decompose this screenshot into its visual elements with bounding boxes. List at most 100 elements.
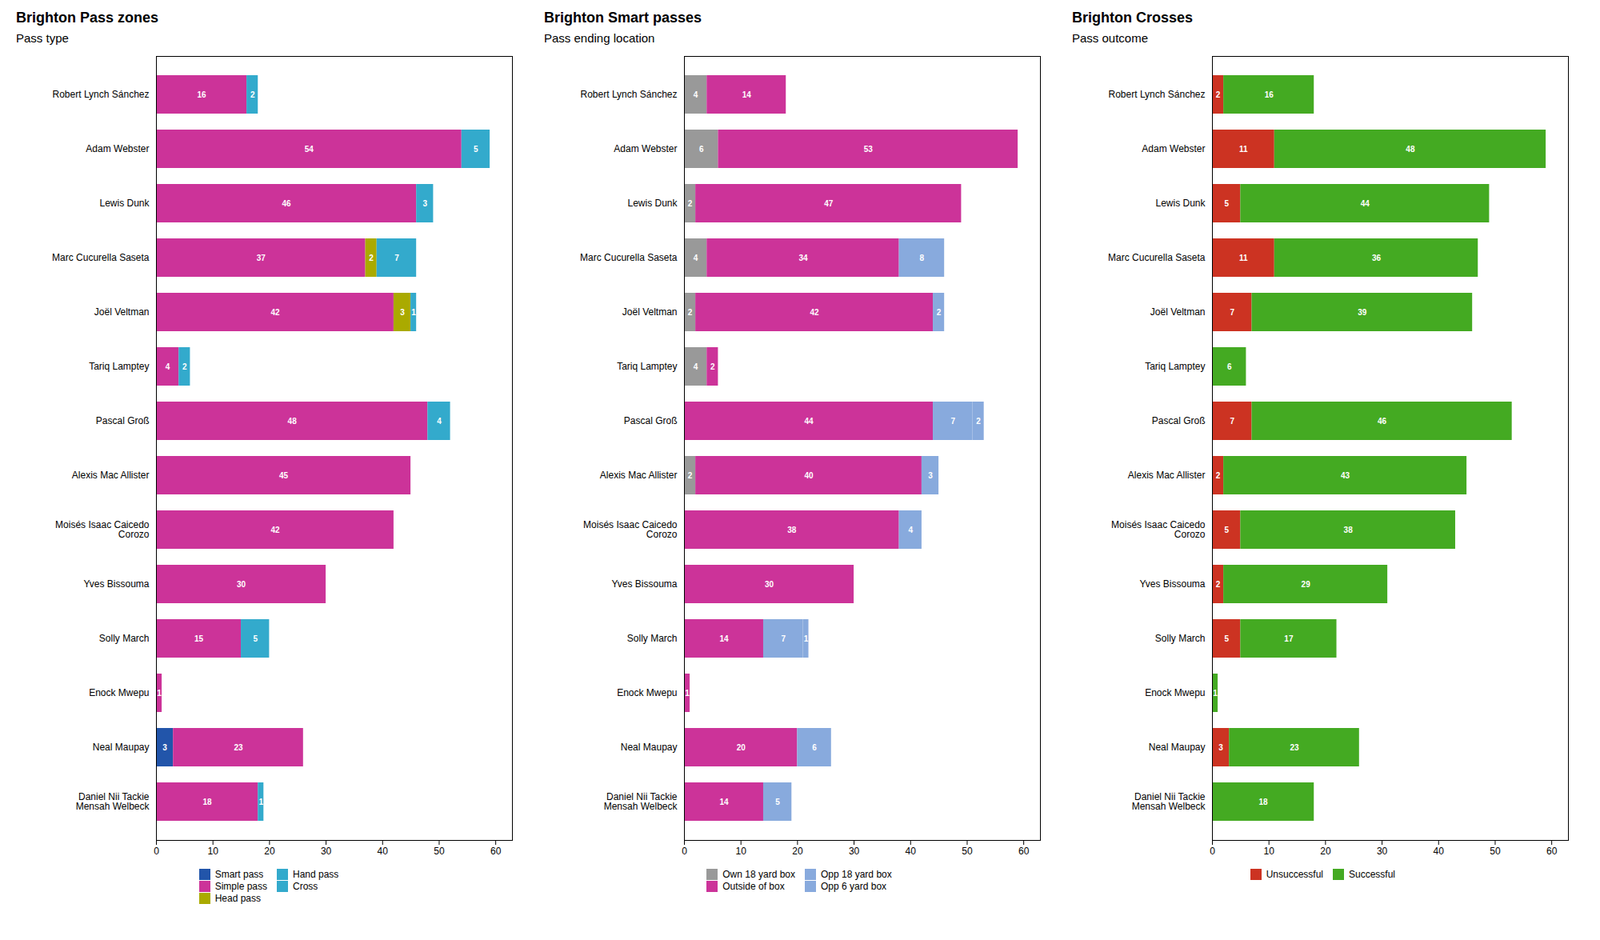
svg-text:Daniel Nii TackieMensah Welbec: Daniel Nii TackieMensah Welbeck [604, 791, 679, 812]
svg-text:Pascal Groß: Pascal Groß [96, 415, 150, 427]
svg-text:47: 47 [824, 199, 834, 208]
svg-text:17: 17 [1284, 634, 1294, 644]
svg-text:2: 2 [182, 362, 188, 372]
svg-text:4: 4 [436, 416, 442, 426]
svg-text:Neal Maupay: Neal Maupay [1148, 741, 1206, 753]
svg-text:1: 1 [684, 688, 690, 698]
svg-text:Marc Cucurella Saseta: Marc Cucurella Saseta [1108, 252, 1206, 264]
svg-text:6: 6 [699, 144, 704, 154]
svg-text:Robert Lynch Sánchez: Robert Lynch Sánchez [52, 88, 150, 100]
svg-text:Marc Cucurella Saseta: Marc Cucurella Saseta [580, 252, 678, 264]
svg-text:30: 30 [236, 580, 247, 589]
svg-text:11: 11 [1239, 253, 1248, 263]
svg-text:5: 5 [252, 634, 258, 644]
svg-text:7: 7 [1229, 416, 1235, 426]
svg-text:20: 20 [792, 845, 804, 857]
svg-text:14: 14 [742, 90, 752, 100]
svg-text:Solly March: Solly March [1155, 632, 1206, 644]
svg-text:10: 10 [1264, 845, 1276, 857]
svg-text:Daniel Nii TackieMensah Welbec: Daniel Nii TackieMensah Welbeck [1132, 791, 1207, 812]
svg-text:29: 29 [1301, 580, 1312, 589]
svg-text:6: 6 [1227, 362, 1232, 372]
svg-text:30: 30 [848, 845, 860, 857]
svg-text:50: 50 [961, 845, 973, 857]
svg-text:Enock Mwepu: Enock Mwepu [1144, 687, 1205, 699]
svg-text:4: 4 [165, 362, 171, 372]
svg-text:2: 2 [976, 416, 981, 426]
svg-text:42: 42 [270, 308, 280, 317]
svg-text:Neal Maupay: Neal Maupay [92, 741, 150, 753]
svg-text:Tariq Lamptey: Tariq Lamptey [1144, 360, 1205, 372]
svg-text:37: 37 [256, 253, 267, 263]
svg-text:Moisés Isaac CaicedoCorozo: Moisés Isaac CaicedoCorozo [583, 519, 678, 540]
svg-text:7: 7 [951, 416, 956, 426]
svg-text:7: 7 [1229, 308, 1235, 317]
svg-text:2: 2 [1216, 90, 1221, 100]
svg-text:4: 4 [908, 525, 913, 535]
svg-text:38: 38 [787, 525, 797, 535]
svg-text:20: 20 [264, 845, 276, 857]
svg-text:Pascal Groß: Pascal Groß [1152, 415, 1206, 427]
svg-text:1: 1 [804, 634, 809, 644]
svg-text:Joël Veltman: Joël Veltman [94, 306, 150, 318]
svg-text:Marc Cucurella Saseta: Marc Cucurella Saseta [52, 252, 150, 264]
svg-text:60: 60 [1546, 845, 1558, 857]
svg-text:5: 5 [775, 797, 780, 807]
svg-text:5: 5 [1224, 199, 1229, 208]
svg-text:Moisés Isaac CaicedoCorozo: Moisés Isaac CaicedoCorozo [1111, 519, 1206, 540]
svg-text:Daniel Nii TackieMensah Welbec: Daniel Nii TackieMensah Welbeck [76, 791, 151, 812]
svg-text:48: 48 [288, 416, 298, 426]
svg-text:2: 2 [710, 362, 716, 372]
svg-text:42: 42 [270, 525, 280, 535]
svg-text:4: 4 [693, 90, 699, 100]
svg-text:44: 44 [1360, 199, 1371, 208]
svg-text:2: 2 [688, 199, 693, 208]
svg-text:30: 30 [1376, 845, 1388, 857]
svg-text:50: 50 [1489, 845, 1501, 857]
svg-text:14: 14 [719, 634, 729, 644]
svg-text:2: 2 [688, 471, 693, 480]
svg-text:3: 3 [400, 308, 405, 317]
svg-text:Adam Webster: Adam Webster [613, 143, 677, 155]
svg-text:10: 10 [736, 845, 748, 857]
svg-text:Lewis Dunk: Lewis Dunk [627, 197, 678, 209]
svg-text:Yves Bissouma: Yves Bissouma [83, 578, 149, 590]
svg-text:3: 3 [928, 471, 933, 480]
svg-text:Enock Mwepu: Enock Mwepu [616, 687, 677, 699]
svg-text:54: 54 [304, 144, 315, 154]
svg-text:23: 23 [233, 743, 244, 752]
svg-text:6: 6 [812, 743, 817, 752]
svg-text:7: 7 [780, 634, 786, 644]
svg-text:3: 3 [162, 743, 168, 752]
svg-text:1: 1 [411, 308, 416, 317]
svg-text:Adam Webster: Adam Webster [1141, 143, 1205, 155]
svg-text:18: 18 [203, 797, 213, 807]
svg-text:Neal Maupay: Neal Maupay [620, 741, 678, 753]
svg-text:5: 5 [1224, 525, 1229, 535]
svg-text:2: 2 [368, 253, 374, 263]
svg-text:Joël Veltman: Joël Veltman [622, 306, 678, 318]
svg-text:18: 18 [1259, 797, 1269, 807]
svg-text:11: 11 [1239, 144, 1248, 154]
svg-text:1: 1 [258, 797, 264, 807]
svg-text:14: 14 [719, 797, 729, 807]
svg-text:42: 42 [810, 308, 820, 317]
svg-text:44: 44 [804, 416, 814, 426]
svg-text:Alexis Mac Allister: Alexis Mac Allister [72, 469, 150, 481]
svg-text:30: 30 [320, 845, 332, 857]
svg-text:38: 38 [1344, 525, 1354, 535]
svg-text:34: 34 [798, 253, 808, 263]
svg-text:0: 0 [681, 845, 688, 857]
svg-text:40: 40 [1433, 845, 1445, 857]
svg-text:5: 5 [473, 144, 479, 154]
svg-text:36: 36 [1372, 253, 1382, 263]
svg-text:1: 1 [156, 688, 162, 698]
svg-text:53: 53 [864, 144, 874, 154]
svg-text:45: 45 [279, 471, 289, 480]
svg-text:0: 0 [153, 845, 160, 857]
svg-text:4: 4 [693, 362, 699, 372]
svg-text:50: 50 [433, 845, 445, 857]
svg-text:20: 20 [736, 743, 747, 752]
svg-text:8: 8 [920, 253, 925, 263]
svg-text:Yves Bissouma: Yves Bissouma [1139, 578, 1205, 590]
